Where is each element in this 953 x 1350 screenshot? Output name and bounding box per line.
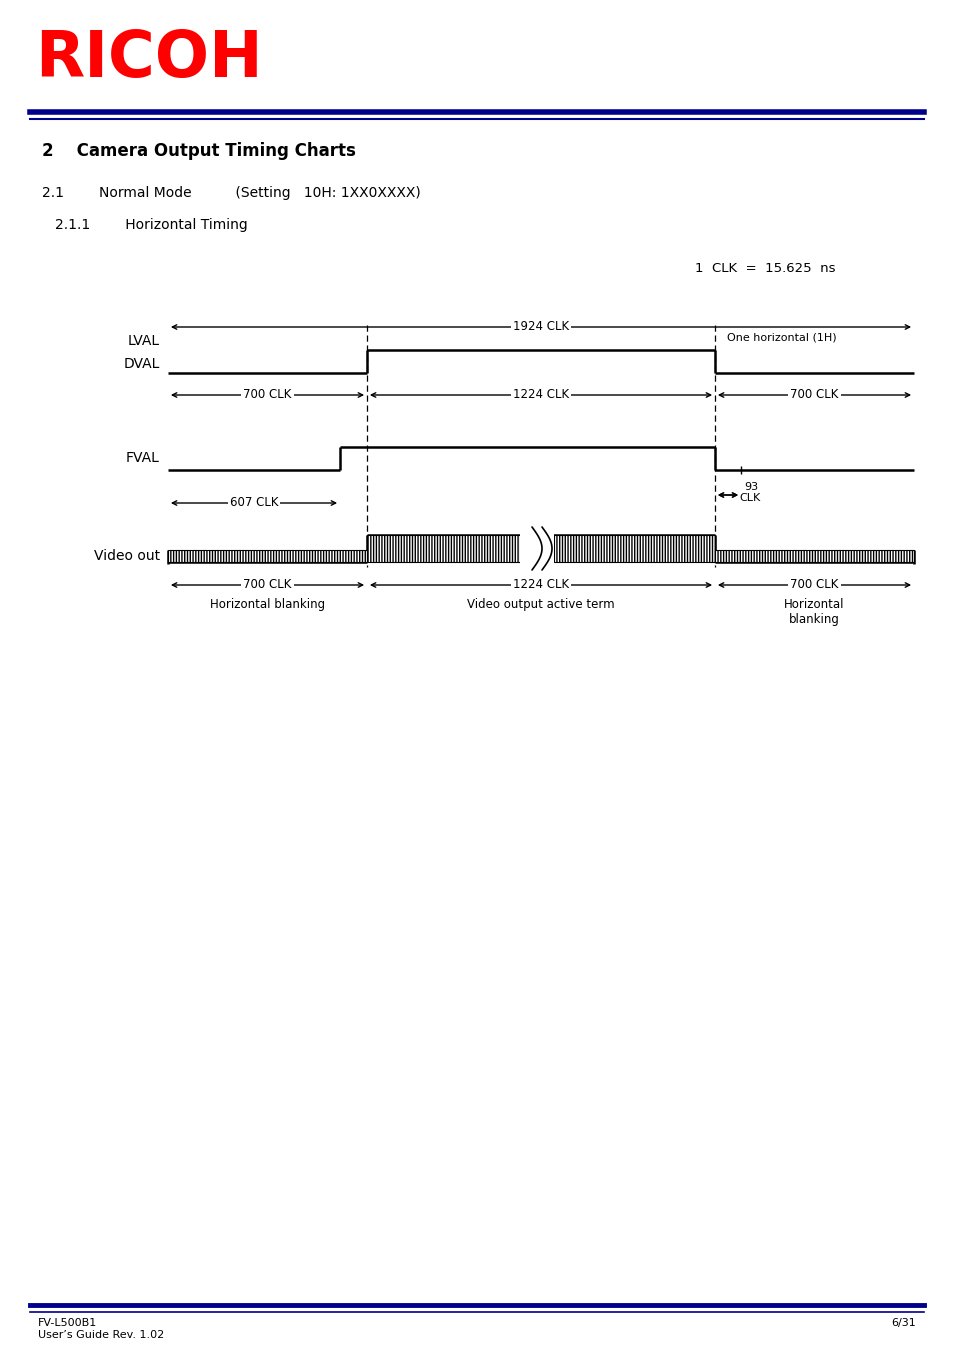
Bar (714, 549, 913, 562)
Text: Video out: Video out (93, 549, 160, 563)
Text: 1224 CLK: 1224 CLK (513, 579, 569, 591)
Text: 700 CLK: 700 CLK (789, 389, 838, 401)
Text: 2    Camera Output Timing Charts: 2 Camera Output Timing Charts (42, 142, 355, 161)
Text: 607 CLK: 607 CLK (230, 497, 278, 509)
Text: 1  CLK  =  15.625  ns: 1 CLK = 15.625 ns (695, 262, 835, 275)
Text: Horizontal blanking: Horizontal blanking (210, 598, 325, 612)
Text: 700 CLK: 700 CLK (789, 579, 838, 591)
Text: FVAL: FVAL (126, 451, 160, 466)
Text: 700 CLK: 700 CLK (243, 579, 292, 591)
Bar (554, 535, 714, 562)
Text: 1924 CLK: 1924 CLK (513, 320, 569, 333)
Text: 1224 CLK: 1224 CLK (513, 389, 569, 401)
Text: 700 CLK: 700 CLK (243, 389, 292, 401)
Text: LVAL: LVAL (128, 333, 160, 348)
Text: DVAL: DVAL (124, 356, 160, 371)
Text: Video output active term: Video output active term (467, 598, 614, 612)
Text: Horizontal
blanking: Horizontal blanking (783, 598, 843, 626)
Text: 6/31: 6/31 (890, 1318, 915, 1328)
Bar (168, 549, 367, 562)
Text: 93: 93 (743, 482, 758, 491)
Text: One horizontal (1H): One horizontal (1H) (726, 332, 836, 342)
Bar (519, 533, 554, 564)
Text: 2.1.1        Horizontal Timing: 2.1.1 Horizontal Timing (55, 217, 248, 232)
Text: RICOH: RICOH (35, 28, 262, 90)
Text: CLK: CLK (739, 493, 760, 504)
Bar (367, 535, 519, 562)
Text: 2.1        Normal Mode          (Setting   10H: 1XX0XXXX): 2.1 Normal Mode (Setting 10H: 1XX0XXXX) (42, 186, 420, 200)
Text: FV-L500B1
User’s Guide Rev. 1.02: FV-L500B1 User’s Guide Rev. 1.02 (38, 1318, 164, 1339)
